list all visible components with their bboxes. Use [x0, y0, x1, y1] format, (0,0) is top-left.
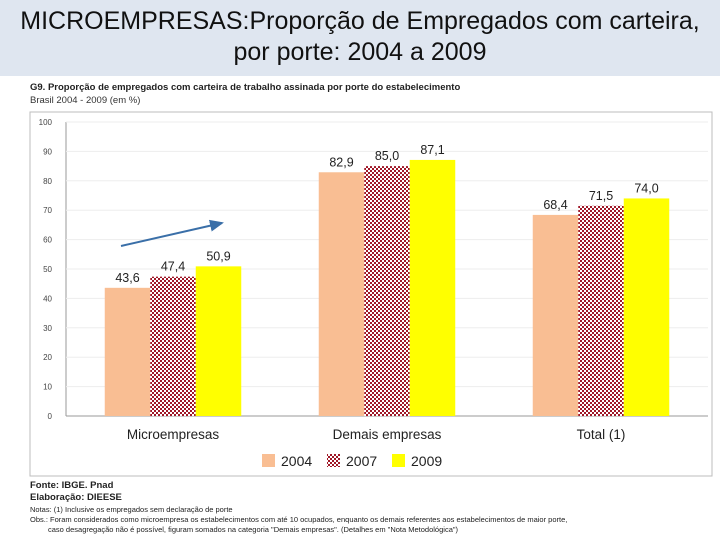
chart-border [29, 111, 713, 477]
bar-2007-0 [150, 276, 196, 416]
bar-2009-2 [623, 198, 670, 416]
value-labels: 43,6 47,4 50,9 82,9 85,0 87,1 68,4 71,5 74,0 [115, 143, 658, 285]
legend-swatch-2009 [392, 454, 405, 467]
note-3: caso desagregação não é possível, figura… [48, 525, 459, 534]
slide-title-line-2: por porte: 2004 a 2009 [233, 38, 487, 66]
trend-arrow [120, 219, 224, 247]
bars [104, 159, 670, 416]
y-tick-label: 20 [43, 353, 52, 362]
value-label: 87,1 [420, 143, 444, 157]
figure-heading: G9. Proporção de empregados com carteira… [30, 82, 461, 93]
bar-2007-1 [364, 166, 410, 416]
x-category-label: Microempresas [127, 427, 220, 442]
value-label: 47,4 [161, 260, 185, 274]
legend-label: 2004 [281, 453, 312, 469]
y-tick-label: 100 [39, 118, 53, 127]
trend-arrow-group [120, 219, 224, 247]
bar-2004-2 [532, 214, 579, 416]
x-category-label: Demais empresas [333, 427, 442, 442]
value-label: 74,0 [634, 181, 658, 195]
legend-label: 2009 [411, 453, 442, 469]
y-axis-ticks: 0 10 20 30 40 50 60 70 80 90 100 [39, 118, 53, 421]
note-1: Notas: (1) Inclusive os empregados sem d… [30, 505, 233, 514]
title-bar [0, 0, 720, 76]
bar-2004-0 [104, 287, 151, 416]
figure-subheading: Brasil 2004 - 2009 (em %) [30, 95, 141, 106]
y-tick-label: 30 [43, 324, 52, 333]
note-2: Obs.: Foram considerados como microempre… [30, 515, 568, 524]
legend-label: 2007 [346, 453, 377, 469]
value-label: 43,6 [115, 271, 139, 285]
elaboration-note: Elaboração: DIEESE [30, 492, 122, 503]
bar-2009-1 [409, 159, 456, 416]
y-tick-label: 40 [43, 294, 52, 303]
value-label: 85,0 [375, 149, 399, 163]
y-tick-label: 10 [43, 383, 52, 392]
bar-2009-0 [195, 266, 242, 416]
y-tick-label: 80 [43, 177, 52, 186]
y-tick-label: 0 [48, 412, 53, 421]
y-tick-label: 70 [43, 206, 52, 215]
x-axis-labels: Microempresas Demais empresas Total (1) [127, 427, 626, 442]
legend-swatch-2004 [262, 454, 275, 467]
x-category-label: Total (1) [577, 427, 626, 442]
y-tick-label: 50 [43, 265, 52, 274]
value-label: 68,4 [543, 198, 567, 212]
value-label: 71,5 [589, 189, 613, 203]
source-note: Fonte: IBGE. Pnad [30, 480, 114, 491]
legend-swatch-2007 [327, 454, 340, 467]
y-tick-label: 90 [43, 147, 52, 156]
value-label: 50,9 [206, 249, 230, 263]
bar-2007-2 [578, 205, 624, 416]
bar-2004-1 [318, 172, 365, 416]
slide-title-line-1: MICROEMPRESAS:Proporção de Empregados co… [20, 7, 700, 35]
value-label: 82,9 [329, 155, 353, 169]
slide-title: MICROEMPRESAS:Proporção de Empregados co… [0, 6, 720, 68]
y-tick-label: 60 [43, 236, 52, 245]
legend: 2004 2007 2009 [262, 453, 442, 469]
